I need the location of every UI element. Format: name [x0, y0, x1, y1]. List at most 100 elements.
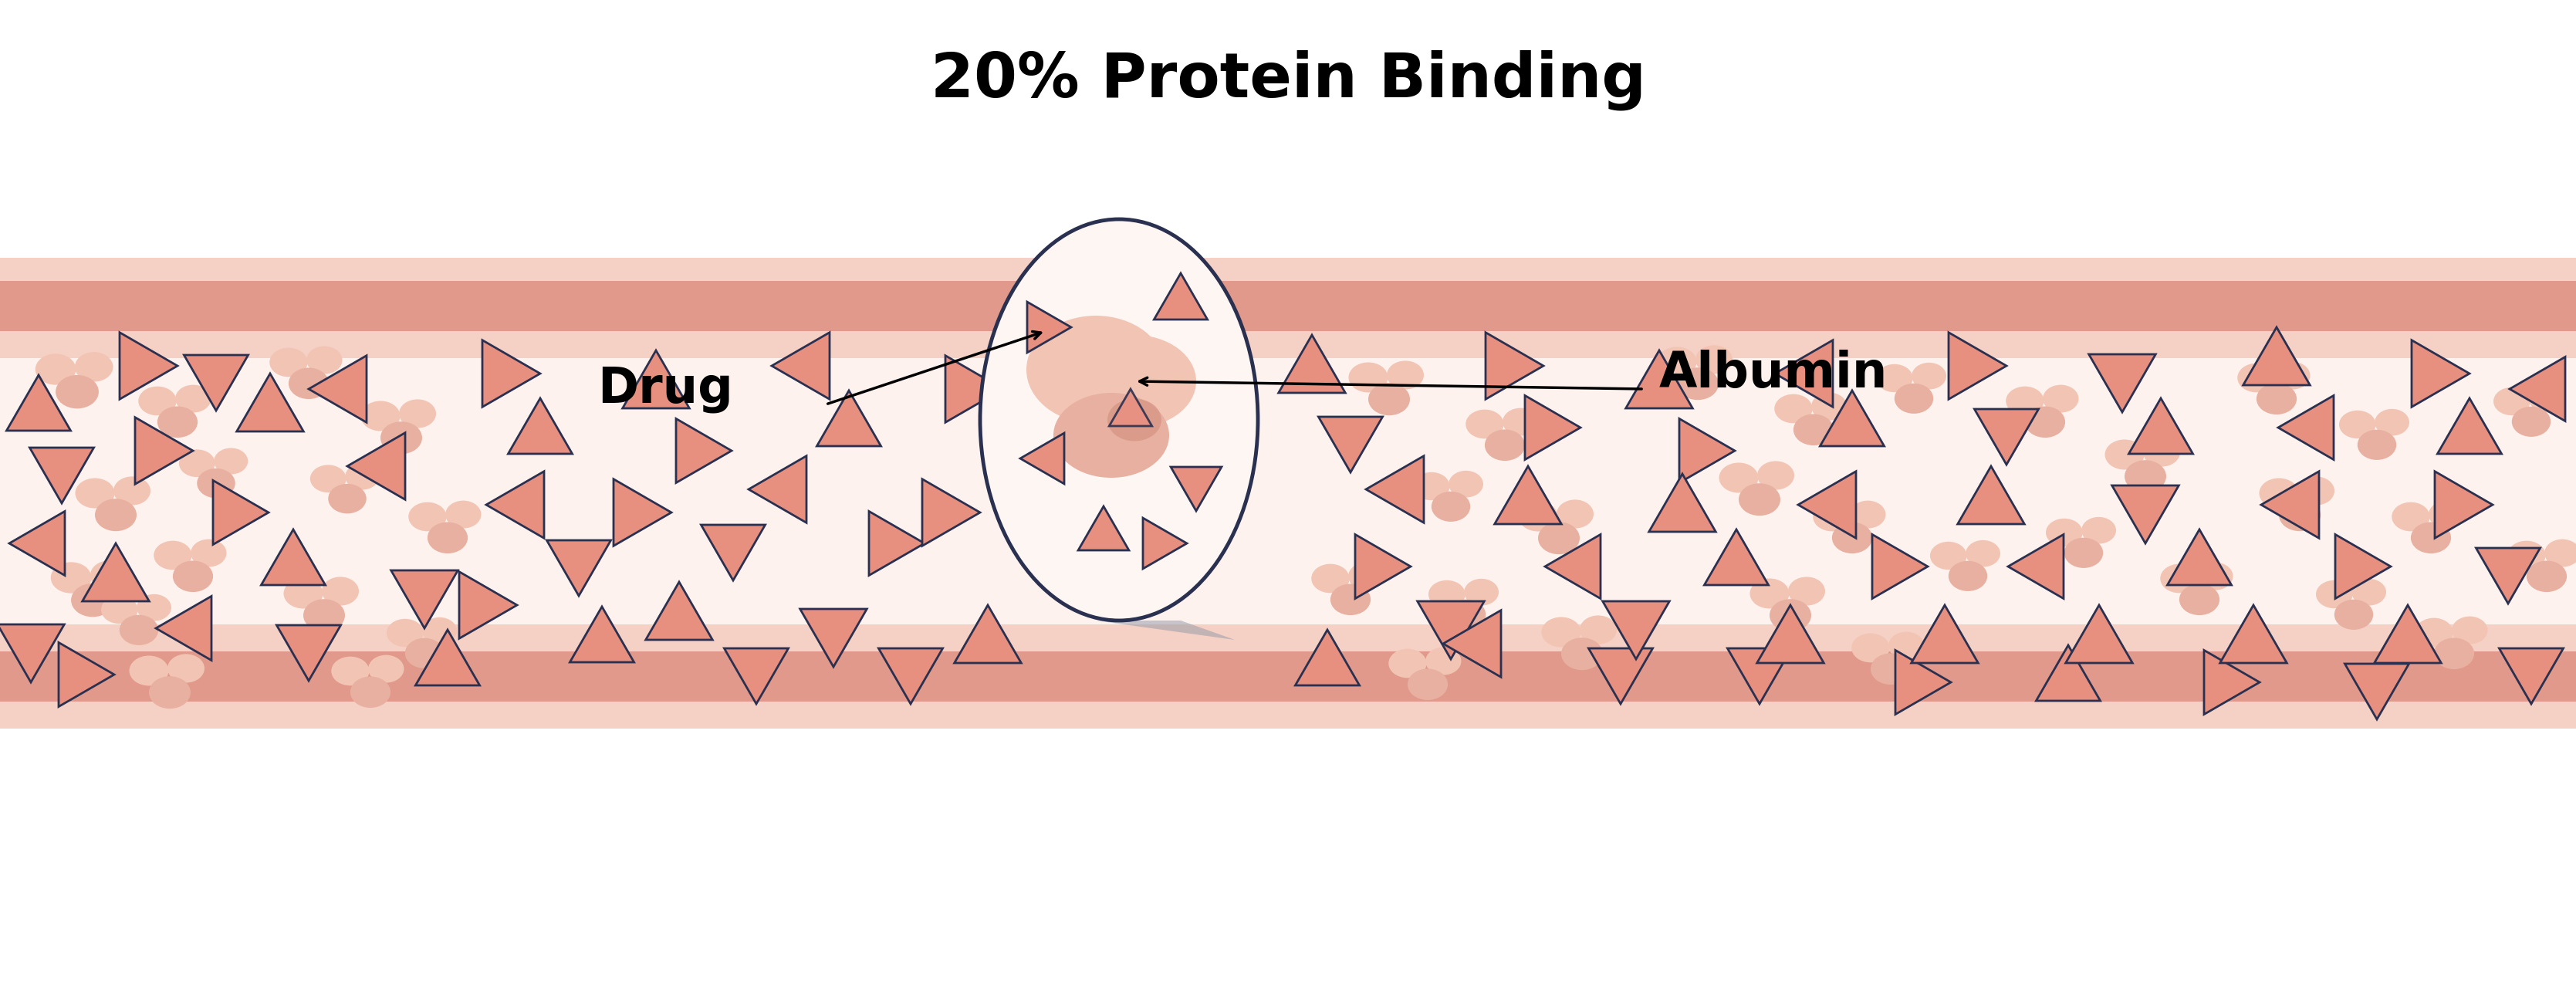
Ellipse shape	[428, 522, 469, 553]
Ellipse shape	[327, 484, 366, 513]
Ellipse shape	[322, 577, 358, 606]
Polygon shape	[750, 456, 806, 522]
Ellipse shape	[1695, 345, 1734, 374]
Ellipse shape	[52, 562, 90, 594]
Polygon shape	[953, 606, 1020, 663]
Polygon shape	[1417, 602, 1484, 659]
Ellipse shape	[1406, 669, 1448, 700]
Polygon shape	[1546, 534, 1600, 599]
Ellipse shape	[149, 676, 191, 709]
Polygon shape	[801, 608, 868, 667]
Polygon shape	[1973, 409, 2038, 465]
Polygon shape	[647, 582, 714, 640]
Ellipse shape	[1875, 364, 1914, 392]
Ellipse shape	[113, 477, 149, 505]
Ellipse shape	[100, 596, 139, 623]
Ellipse shape	[137, 595, 173, 621]
Ellipse shape	[2316, 581, 2352, 608]
Polygon shape	[1095, 620, 1234, 640]
Polygon shape	[82, 543, 149, 602]
Ellipse shape	[1368, 383, 1409, 415]
Ellipse shape	[361, 401, 399, 431]
Ellipse shape	[2063, 538, 2102, 568]
Ellipse shape	[2007, 386, 2043, 415]
Polygon shape	[487, 472, 544, 538]
Ellipse shape	[2527, 561, 2566, 592]
Ellipse shape	[2125, 460, 2166, 493]
Polygon shape	[1958, 466, 2025, 524]
Ellipse shape	[1965, 540, 2002, 567]
Ellipse shape	[95, 498, 137, 531]
Ellipse shape	[2045, 518, 2081, 547]
Polygon shape	[1873, 534, 1927, 599]
Ellipse shape	[1718, 463, 1759, 493]
Polygon shape	[1525, 395, 1582, 460]
Polygon shape	[945, 356, 1002, 422]
Polygon shape	[1154, 274, 1208, 319]
Ellipse shape	[2411, 522, 2450, 553]
Polygon shape	[59, 642, 113, 707]
Polygon shape	[2035, 645, 2099, 701]
Bar	[0, 280, 2576, 331]
Ellipse shape	[1870, 653, 1911, 685]
Ellipse shape	[157, 406, 198, 438]
Polygon shape	[214, 481, 268, 545]
Polygon shape	[157, 597, 211, 660]
Ellipse shape	[2239, 364, 2275, 392]
Polygon shape	[1144, 518, 1188, 569]
Ellipse shape	[422, 617, 456, 644]
Ellipse shape	[304, 600, 345, 631]
Bar	[0, 331, 2576, 651]
Ellipse shape	[1788, 577, 1826, 606]
Ellipse shape	[2452, 616, 2488, 644]
Polygon shape	[1296, 630, 1360, 686]
Polygon shape	[623, 351, 690, 408]
Ellipse shape	[1793, 414, 1834, 445]
Ellipse shape	[72, 584, 113, 617]
Polygon shape	[1319, 417, 1383, 473]
Ellipse shape	[1757, 461, 1795, 490]
Ellipse shape	[2434, 638, 2473, 669]
Ellipse shape	[175, 385, 211, 412]
Polygon shape	[675, 418, 732, 483]
Polygon shape	[2128, 398, 2192, 454]
Ellipse shape	[75, 352, 113, 382]
Ellipse shape	[155, 541, 191, 570]
Polygon shape	[415, 630, 479, 686]
Ellipse shape	[979, 219, 1257, 620]
Ellipse shape	[2257, 384, 2298, 414]
Polygon shape	[1365, 456, 1425, 522]
Polygon shape	[1170, 467, 1221, 511]
Ellipse shape	[167, 654, 204, 683]
Ellipse shape	[2105, 440, 2143, 470]
Polygon shape	[118, 332, 178, 399]
Polygon shape	[8, 376, 70, 431]
Polygon shape	[2066, 606, 2133, 663]
Ellipse shape	[1770, 600, 1811, 631]
Ellipse shape	[2334, 600, 2372, 629]
Polygon shape	[2375, 606, 2442, 663]
Ellipse shape	[1388, 649, 1427, 678]
Ellipse shape	[118, 614, 157, 645]
Polygon shape	[546, 540, 611, 596]
Polygon shape	[2112, 486, 2179, 543]
Ellipse shape	[307, 346, 343, 374]
Polygon shape	[2089, 354, 2156, 412]
Ellipse shape	[1311, 564, 1350, 593]
Ellipse shape	[196, 469, 234, 498]
Ellipse shape	[1832, 522, 1873, 553]
Ellipse shape	[2275, 362, 2311, 389]
Ellipse shape	[1072, 335, 1195, 427]
Bar	[0, 624, 2576, 651]
Polygon shape	[482, 340, 541, 407]
Ellipse shape	[381, 421, 422, 454]
Polygon shape	[2476, 548, 2540, 604]
Ellipse shape	[2352, 579, 2385, 606]
Ellipse shape	[2280, 498, 2321, 531]
Polygon shape	[10, 511, 64, 576]
Polygon shape	[1110, 389, 1151, 426]
Polygon shape	[1947, 332, 2007, 399]
Ellipse shape	[2375, 409, 2409, 436]
Ellipse shape	[1432, 492, 1471, 521]
Ellipse shape	[1888, 632, 1924, 660]
